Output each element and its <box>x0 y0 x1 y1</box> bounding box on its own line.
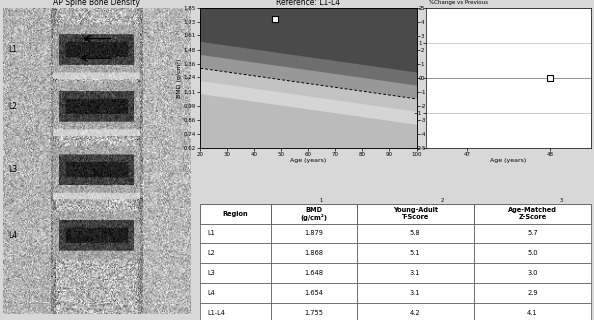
X-axis label: Age (years): Age (years) <box>491 158 527 163</box>
Text: L2: L2 <box>9 102 18 111</box>
Text: L1: L1 <box>9 45 18 54</box>
Title: AP Spine Bone Density: AP Spine Bone Density <box>53 0 140 7</box>
Text: 2: 2 <box>441 198 444 203</box>
Text: 1: 1 <box>320 198 323 203</box>
X-axis label: Age (years): Age (years) <box>290 158 327 163</box>
Y-axis label: BMD (g/cm²): BMD (g/cm²) <box>176 58 182 98</box>
Text: %Change vs Previous: %Change vs Previous <box>429 0 488 5</box>
Text: L3: L3 <box>9 165 18 174</box>
Text: L4: L4 <box>9 230 18 239</box>
Title: Reference: L1-L4: Reference: L1-L4 <box>276 0 340 7</box>
Y-axis label: YA T-Score: YA T-Score <box>429 61 434 94</box>
Text: 3: 3 <box>560 198 563 203</box>
